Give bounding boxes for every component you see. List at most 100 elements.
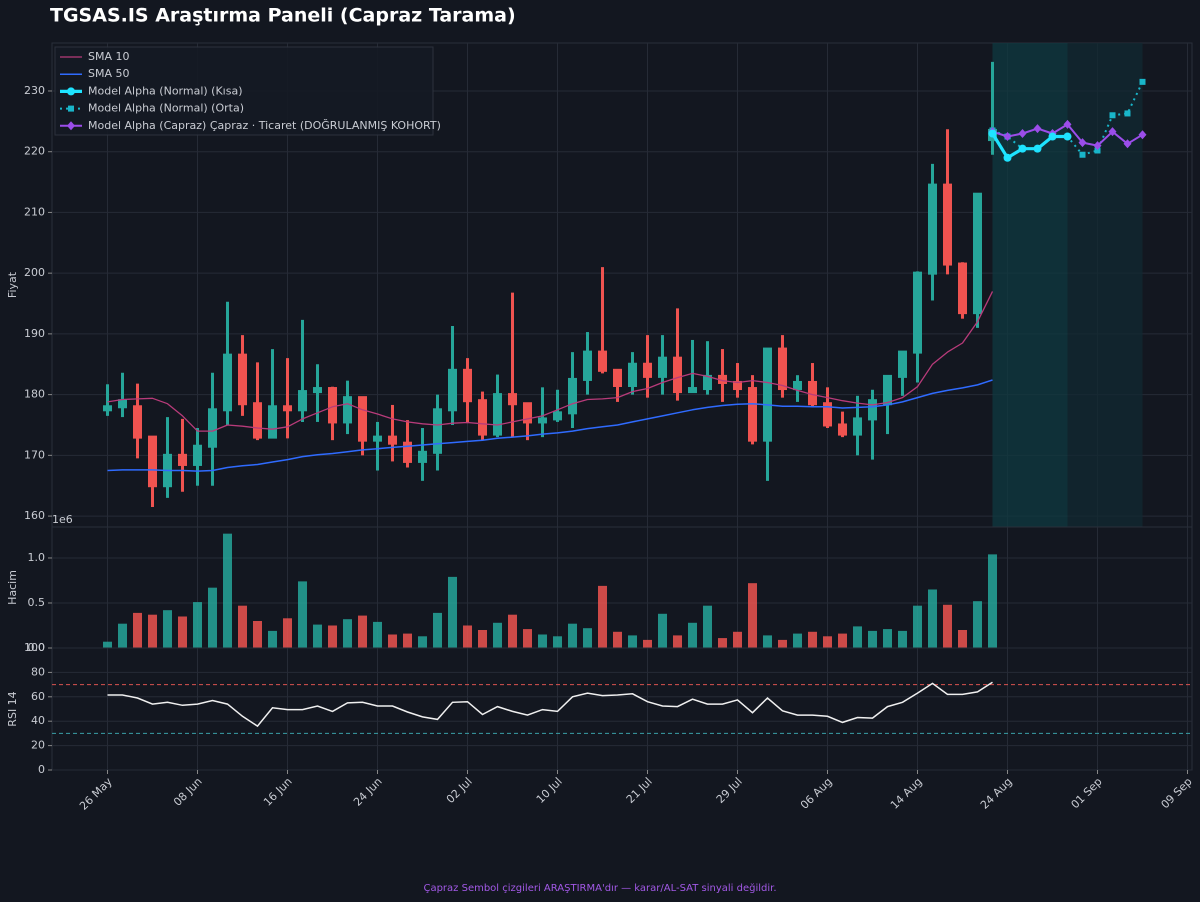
chart-title: TGSAS.IS Araştırma Paneli (Capraz Tarama… [50, 5, 516, 27]
candle-body [103, 405, 112, 412]
candle-body [838, 423, 847, 436]
candle-body [328, 387, 337, 424]
marker [1018, 128, 1027, 138]
legend-marker [67, 87, 75, 96]
candle-body [868, 399, 877, 421]
volume-bar [268, 630, 277, 648]
volume-bar [178, 616, 187, 648]
candle-body [193, 444, 202, 466]
forecast-span [992, 43, 1068, 527]
volume-bar [583, 628, 592, 648]
candle-body [238, 353, 247, 406]
legend-label: SMA 50 [88, 67, 130, 80]
candle-body [643, 362, 652, 378]
volume-bar [613, 631, 622, 648]
candle-body [688, 387, 697, 394]
volume-bar [673, 635, 682, 648]
volume-bar [328, 625, 337, 648]
candle-body [883, 374, 892, 406]
volume-bar [988, 554, 997, 648]
candle-body [373, 435, 382, 442]
marker [1048, 132, 1057, 141]
y-tick-label: 220 [24, 145, 45, 158]
legend-marker [67, 121, 75, 131]
candle-body [448, 368, 457, 412]
volume-bar [823, 636, 832, 648]
candle-body [283, 405, 292, 412]
candle-body [388, 435, 397, 445]
volume-bar [208, 587, 217, 648]
marker [1138, 130, 1147, 140]
footer-note: Çapraz Sembol çizgileri ARAŞTIRMA'dır — … [423, 882, 776, 894]
rsi-line [107, 681, 993, 728]
marker [1124, 110, 1131, 117]
candle-body [658, 356, 667, 378]
candle-body [703, 374, 712, 391]
y-tick-label: 0.0 [28, 641, 46, 654]
marker [1003, 132, 1012, 142]
marker [1123, 139, 1132, 149]
candle-body [313, 387, 322, 394]
candle-body [553, 411, 562, 421]
y-tick-label: 210 [24, 205, 45, 218]
y-tick-label: 20 [31, 739, 45, 752]
marker [1109, 112, 1116, 119]
candle-body [118, 399, 127, 409]
volume-bar [958, 629, 967, 648]
volume-bar [463, 625, 472, 648]
volume-bar [898, 630, 907, 648]
volume-bar [778, 639, 787, 648]
volume-bar [688, 622, 697, 648]
legend-label: Model Alpha (Capraz) Çapraz · Ticaret (D… [88, 119, 441, 132]
offset-label: 1e6 [52, 513, 73, 526]
volume-bar [223, 533, 232, 648]
candle-body [718, 374, 727, 384]
y-tick-label: 180 [24, 388, 45, 401]
candle-body [223, 353, 232, 412]
candle-body [973, 192, 982, 315]
volume-bar [718, 638, 727, 648]
volume-bar [238, 605, 247, 648]
volume-bar [193, 602, 202, 648]
candle-body [583, 350, 592, 381]
y-axis-label: Fiyat [6, 271, 19, 298]
volume-bar [433, 612, 442, 648]
marker [1094, 147, 1101, 154]
candle-body [298, 390, 307, 412]
legend-label: Model Alpha (Normal) (Kısa) [88, 84, 243, 97]
candle-body [523, 402, 532, 424]
candle-body [493, 393, 502, 436]
candle-body [613, 368, 622, 388]
volume-bar [883, 629, 892, 648]
legend-box [54, 46, 434, 136]
y-tick-label: 230 [24, 84, 45, 97]
volume-bar [808, 631, 817, 648]
candle-body [943, 183, 952, 266]
candle-body [673, 356, 682, 394]
volume-bar [478, 629, 487, 648]
candle-body [178, 453, 187, 466]
y-tick-label: 200 [24, 266, 45, 279]
volume-bar [493, 622, 502, 648]
volume-bar [838, 633, 847, 648]
volume-bar [283, 618, 292, 648]
candle-body [463, 368, 472, 403]
candle-body [928, 183, 937, 275]
y-tick-label: 80 [31, 665, 45, 678]
candle-body [913, 271, 922, 354]
candle-body [433, 408, 442, 454]
marker [1139, 78, 1146, 85]
volume-bar [928, 589, 937, 648]
candle-body [253, 402, 262, 439]
candle-body [403, 441, 412, 463]
marker [1063, 119, 1072, 129]
candle-body [568, 377, 577, 415]
volume-bar [523, 629, 532, 648]
candle-body [898, 350, 907, 378]
candle-body [748, 387, 757, 442]
marker [1108, 127, 1117, 137]
volume-bar [163, 610, 172, 648]
volume-bar [538, 634, 547, 648]
candle-body [133, 405, 142, 439]
